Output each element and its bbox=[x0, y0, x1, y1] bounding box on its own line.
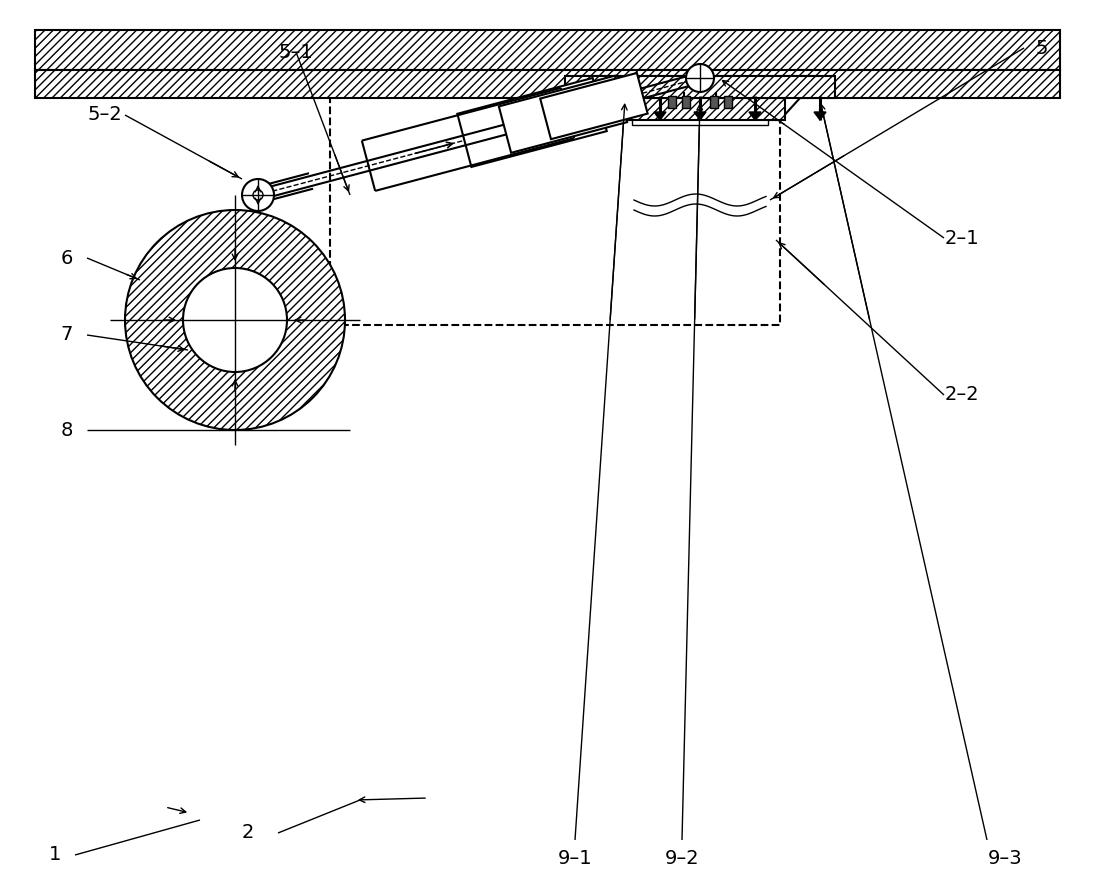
Text: 2–1: 2–1 bbox=[945, 229, 979, 247]
Bar bbox=[35, 70, 1060, 98]
Text: 5–1: 5–1 bbox=[278, 43, 313, 61]
Bar bbox=[35, 30, 1060, 70]
Text: 9–1: 9–1 bbox=[557, 848, 592, 868]
Text: 8: 8 bbox=[61, 420, 73, 440]
Polygon shape bbox=[749, 112, 761, 120]
Text: 6: 6 bbox=[61, 248, 73, 268]
Circle shape bbox=[242, 179, 274, 211]
Bar bbox=[710, 96, 718, 108]
Polygon shape bbox=[540, 73, 647, 139]
Text: 1: 1 bbox=[49, 846, 61, 864]
Bar bbox=[565, 76, 835, 98]
Text: 9–3: 9–3 bbox=[988, 848, 1023, 868]
Polygon shape bbox=[694, 112, 706, 120]
Polygon shape bbox=[814, 112, 826, 120]
Text: 2–2: 2–2 bbox=[945, 385, 979, 404]
Bar bbox=[330, 75, 780, 325]
Text: 7: 7 bbox=[61, 326, 73, 344]
Polygon shape bbox=[458, 78, 607, 167]
Text: 5: 5 bbox=[1036, 38, 1048, 58]
Circle shape bbox=[125, 210, 345, 430]
Bar bbox=[682, 96, 690, 108]
Text: 5–2: 5–2 bbox=[88, 106, 123, 125]
Circle shape bbox=[183, 268, 287, 372]
Polygon shape bbox=[654, 112, 666, 120]
Bar bbox=[668, 96, 676, 108]
Circle shape bbox=[253, 190, 263, 200]
Polygon shape bbox=[499, 76, 627, 153]
Polygon shape bbox=[580, 76, 820, 120]
Text: 2: 2 bbox=[242, 823, 254, 843]
Polygon shape bbox=[574, 112, 586, 120]
Text: 9–2: 9–2 bbox=[665, 848, 700, 868]
Bar bbox=[615, 98, 785, 120]
Bar bbox=[632, 76, 768, 125]
Circle shape bbox=[685, 64, 714, 92]
Bar bbox=[724, 96, 731, 108]
